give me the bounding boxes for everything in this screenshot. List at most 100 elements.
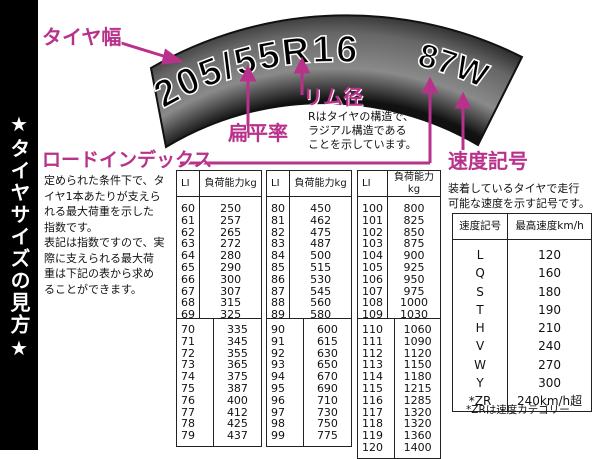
load-index-table: 90 600 91 615 92 630 93 650 94 670 95 690 96 710 97 730… xyxy=(266,318,352,447)
table-row: 68 315 xyxy=(176,297,262,310)
load-cell: 437 xyxy=(226,429,248,443)
li-cell: 87 xyxy=(266,285,291,298)
tire-diagram: 205/55R16 87W xyxy=(117,14,524,165)
load-cell: 355 xyxy=(226,346,248,360)
pointer-arrows xyxy=(117,40,472,165)
load-index-table: 110 1060 111 1090 112 1120 113 1150 114 1180 115 12… xyxy=(357,318,441,459)
load-cell: 615 xyxy=(316,334,338,348)
table-row: 78 425 xyxy=(176,417,262,431)
load-cell: 375 xyxy=(226,370,248,384)
load-cell: 1000 xyxy=(400,296,428,310)
load-cell: 600 xyxy=(316,323,338,336)
load-cell: 545 xyxy=(310,284,332,298)
li-cell: 96 xyxy=(266,394,304,407)
table-row: 112 1120 xyxy=(357,347,441,360)
table-row: 106 950 xyxy=(357,272,441,286)
load-cell: 950 xyxy=(403,272,425,286)
li-cell: 70 xyxy=(176,318,214,336)
li-cell: 114 xyxy=(357,371,396,383)
table-row: 76 400 xyxy=(176,394,262,407)
table-row: 108 1000 xyxy=(357,296,441,310)
load-cell: 1215 xyxy=(403,381,432,395)
table-row: 117 1320 xyxy=(357,406,441,419)
li-cell: 71 xyxy=(176,335,214,348)
table-row: 111 1090 xyxy=(357,335,441,348)
table-row: 65 290 xyxy=(176,260,262,274)
table-row: 97 730 xyxy=(266,405,352,419)
speed-symbol-cell: T xyxy=(452,300,509,320)
load-cell: 900 xyxy=(403,249,425,263)
li-cell: 99 xyxy=(266,430,304,447)
load-header: 負荷能力kg xyxy=(289,170,352,197)
li-cell: 88 xyxy=(266,297,291,310)
table-row: 74 375 xyxy=(176,370,262,384)
li-cell: 78 xyxy=(176,418,214,431)
table-row: 92 630 xyxy=(266,347,352,360)
load-index-table: LI 負荷能力kg 100 800 101 825 102 850 103 875 104 900 10… xyxy=(357,170,441,326)
li-cell: 113 xyxy=(357,359,396,372)
li-cell: 110 xyxy=(357,318,396,336)
load-cell: 825 xyxy=(403,213,425,227)
load-cell: 560 xyxy=(310,296,332,310)
table-row: 102 850 xyxy=(357,226,441,239)
table-row: 120 1400 xyxy=(357,441,441,459)
rim-desc-line: ことを示しています。 xyxy=(308,138,417,151)
load-cell: 800 xyxy=(403,202,425,215)
load-header: 負荷能力kg xyxy=(199,170,262,197)
load-cell: 365 xyxy=(226,358,248,372)
label-rim-diameter: リム径 xyxy=(303,85,363,109)
li-cell: 117 xyxy=(357,406,396,419)
load-cell: 1360 xyxy=(403,429,432,443)
label-aspect-ratio: 扁平率 xyxy=(228,121,288,145)
load-cell: 290 xyxy=(220,260,242,274)
speed-symbol-cell: L xyxy=(452,239,509,265)
table-row: 118 1320 xyxy=(357,418,441,431)
speed-description: 装着しているタイヤで走行 可能な速度を示す記号です。 xyxy=(448,181,590,211)
table-row: 72 355 xyxy=(176,346,262,360)
table-row: 63 272 xyxy=(176,238,262,251)
table-row: 99 775 xyxy=(266,430,352,447)
load-cell: 335 xyxy=(226,323,248,336)
li-cell: 74 xyxy=(176,371,214,383)
table-row: 64 280 xyxy=(176,249,262,263)
speed-header-symbol: 速度記号 xyxy=(452,213,509,240)
speed-table: 速度記号 最高速度km/h L 120 Q 160 S 180 T 190 H 210 V 240 W 2… xyxy=(452,213,592,412)
li-cell: 85 xyxy=(266,262,291,274)
speed-row: H 210 xyxy=(452,319,592,338)
desc-line: ることができます。 xyxy=(44,282,142,296)
table-row: 66 300 xyxy=(176,273,262,286)
load-cell: 875 xyxy=(403,237,425,251)
load-cell: 730 xyxy=(316,405,338,419)
load-cell: 280 xyxy=(220,249,242,263)
desc-line: 指数です。 xyxy=(44,220,98,234)
speed-row: T 190 xyxy=(452,300,592,320)
speed-row: Q 160 xyxy=(452,264,592,283)
table-row: 62 265 xyxy=(176,226,262,239)
rim-desc-line: ラジアル構造である xyxy=(308,124,407,137)
table-row: 84 500 xyxy=(266,250,352,262)
load-cell: 450 xyxy=(310,202,332,215)
li-cell: 91 xyxy=(266,335,304,348)
li-cell: 116 xyxy=(357,394,396,407)
table-row: 86 530 xyxy=(266,273,352,286)
speed-row: W 270 xyxy=(452,355,592,375)
load-cell: 670 xyxy=(316,370,338,384)
load-cell: 345 xyxy=(226,334,248,348)
load-cell: 1060 xyxy=(403,323,432,336)
load-cell: 425 xyxy=(226,417,248,431)
speed-max-cell: 190 xyxy=(538,302,562,317)
speed-max-cell: 240 xyxy=(538,339,562,354)
li-cell: 106 xyxy=(357,273,388,286)
speed-max-cell: 300 xyxy=(538,376,562,391)
rim-desc-line: Rはタイヤの構造で、 xyxy=(308,110,414,123)
li-cell: 93 xyxy=(266,359,304,372)
li-cell: 90 xyxy=(266,318,304,336)
load-cell: 1030 xyxy=(400,308,428,322)
load-cell: 1150 xyxy=(403,358,432,372)
table-row: 107 975 xyxy=(357,285,441,298)
load-cell: 710 xyxy=(316,393,338,407)
sidebar: ★タイヤサイズの見方★ xyxy=(0,0,38,450)
table-row: 95 690 xyxy=(266,383,352,395)
table-row: 115 1215 xyxy=(357,381,441,395)
li-cell: 97 xyxy=(266,406,304,419)
